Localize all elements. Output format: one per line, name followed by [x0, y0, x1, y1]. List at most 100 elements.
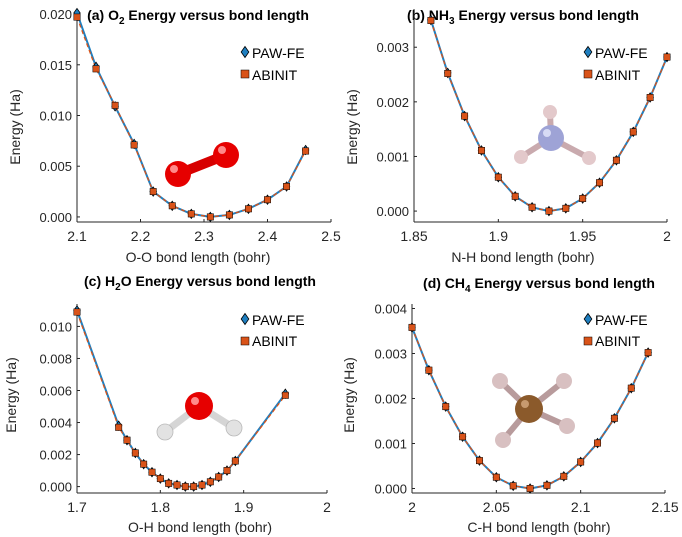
panel-c-x-tick-label: 2 — [323, 499, 331, 515]
panel-b-abinit-point — [663, 53, 671, 61]
panel-d-x-tick-label: 2.05 — [483, 499, 510, 515]
panel-a-abinit-point — [187, 210, 195, 218]
panel-c-title: (c) H2O Energy versus bond length — [84, 273, 316, 293]
panel-b-molecule — [514, 105, 596, 165]
panel-c-legend-paw-label: PAW-FE — [252, 312, 305, 328]
panel-a-x-tick-label: 2.1 — [67, 228, 87, 244]
panel-b-abinit-point — [545, 207, 553, 215]
panel-d-xlabel: C-H bond length (bohr) — [467, 519, 610, 535]
panel-a-abinit-point — [302, 147, 310, 155]
panel-d-abinit-point — [408, 323, 416, 331]
panel-b-y-tick-label: 0.001 — [376, 149, 409, 164]
panel-a-ylabel: Energy (Ha) — [7, 89, 23, 164]
panel-d-abinit-point — [509, 482, 517, 490]
panel-a-axes: O-O bond length (bohr) Energy (Ha) PAW-F… — [7, 7, 341, 265]
panel-b-xlabel: N-H bond length (bohr) — [451, 249, 594, 265]
panel-b-abinit-point — [461, 112, 469, 120]
panel-a-abinit-point — [225, 211, 233, 219]
panel-d-axes: C-H bond length (bohr) Energy (Ha) PAW-F… — [341, 302, 679, 536]
panel-c-legend-paw-marker — [240, 312, 250, 326]
panel-b-abinit-point — [528, 203, 536, 211]
panel-c-abinit-point — [123, 436, 131, 444]
panel-a-y-tick-label: 0.020 — [39, 7, 72, 22]
panel-b-abinit-point — [494, 173, 502, 181]
panel-c-y-tick-label: 0.008 — [39, 351, 72, 366]
panel-a: (a) O2 Energy versus bond length O-O bon… — [7, 7, 341, 265]
panel-d-legend-abinit-label: ABINIT — [595, 333, 641, 349]
panel-d-abinit-point — [627, 384, 635, 392]
panel-a-x-tick-label: 2.3 — [194, 228, 214, 244]
panel-c-y-tick-label: 0.002 — [39, 448, 72, 463]
panel-a-x-tick-label: 2.5 — [321, 228, 341, 244]
panel-a-abinit-point — [73, 13, 81, 21]
panel-b-abinit-point — [596, 179, 603, 187]
panel-c-abinit-point — [156, 475, 164, 483]
panel-b-ylabel: Energy (Ha) — [344, 89, 360, 164]
panel-a-abinit-point — [206, 213, 214, 221]
panel-d-legend-abinit-marker — [583, 336, 593, 346]
panel-d-abinit-point — [594, 439, 601, 447]
panel-c-y-tick-label: 0.010 — [39, 319, 72, 334]
panel-d-abinit-point — [560, 472, 568, 480]
panel-d-x-tick-label: 2.15 — [651, 499, 678, 515]
panel-b: (b) NH3 Energy versus bond length N-H bo… — [344, 7, 671, 265]
panel-d-y-tick-label: 0.002 — [374, 392, 407, 407]
panel-a-abinit-point — [92, 65, 100, 73]
panel-b-abinit-point — [511, 192, 519, 200]
panel-c-y-tick-label: 0.006 — [39, 383, 72, 398]
panel-a-abinit-point — [149, 188, 157, 196]
panel-b-y-tick-label: 0.002 — [376, 95, 409, 110]
panel-c-y-tick-label: 0.004 — [39, 416, 72, 431]
panel-a-y-tick-label: 0.000 — [39, 210, 72, 225]
panel-b-axes: N-H bond length (bohr) Energy (Ha) PAW-F… — [344, 9, 671, 265]
panel-b-x-tick-label: 1.85 — [400, 228, 427, 244]
panel-d-abinit-point — [526, 485, 534, 492]
panel-c-abinit-point — [190, 483, 198, 491]
panel-a-abinit-point — [130, 141, 138, 149]
panel-d-legend-paw-label: PAW-FE — [595, 312, 648, 328]
panel-a-paw-fe-line — [76, 12, 307, 218]
panel-b-abinit-point — [478, 147, 485, 154]
panel-b-legend-abinit-marker — [583, 69, 593, 79]
panel-b-x-tick-label: 2 — [663, 228, 671, 244]
panel-a-y-tick-label: 0.005 — [39, 159, 72, 174]
panel-c-abinit-point — [165, 479, 173, 487]
panel-c-abinit-point — [131, 449, 139, 457]
panel-c-ylabel: Energy (Ha) — [3, 357, 19, 432]
panel-d-abinit-point — [442, 403, 450, 411]
panel-d-y-tick-label: 0.001 — [374, 437, 407, 452]
panel-a-xlabel: O-O bond length (bohr) — [126, 249, 271, 265]
panel-d-ylabel: Energy (Ha) — [341, 357, 357, 432]
panel-b-abinit-point — [629, 128, 637, 136]
panel-d-x-tick-label: 2 — [408, 499, 416, 515]
panel-c-abinit-point — [223, 467, 231, 475]
panel-c-abinit-point — [173, 481, 181, 489]
panel-a-title: (a) O2 Energy versus bond length — [87, 7, 309, 27]
panel-b-y-tick-label: 0.003 — [376, 40, 409, 55]
panel-c-abinit-point — [181, 483, 189, 491]
panel-c-x-tick-label: 1.8 — [151, 499, 171, 515]
panel-d-abinit-point — [577, 458, 585, 466]
panel-a-abinit-point — [283, 183, 291, 190]
panel-c-xlabel: O-H bond length (bohr) — [128, 519, 272, 535]
panel-d-y-tick-label: 0.004 — [374, 302, 407, 317]
panel-a-x-tick-label: 2.4 — [258, 228, 278, 244]
panel-d-molecule — [492, 373, 575, 448]
panel-d-legend-paw-marker — [583, 312, 593, 326]
panel-b-x-tick-label: 1.95 — [569, 228, 596, 244]
panel-a-x-tick-label: 2.2 — [131, 228, 151, 244]
panel-a-abinit-point — [245, 205, 252, 213]
panel-b-abinit-point — [646, 94, 654, 101]
panel-c-abinit-point — [206, 478, 214, 486]
panel-c-abinit-point — [115, 423, 123, 431]
panel-c-abinit-point — [281, 391, 289, 399]
panel-c-y-tick-label: 0.000 — [39, 480, 72, 495]
panel-a-legend-paw-label: PAW-FE — [252, 45, 305, 61]
panel-b-y-tick-label: 0.000 — [376, 204, 409, 219]
panel-c-abinit-point — [198, 481, 206, 489]
panel-a-legend-paw-marker — [240, 45, 250, 59]
panel-a-abinit-point — [111, 101, 119, 109]
panel-b-abinit-point — [612, 156, 620, 164]
panel-b-abinit-point — [427, 17, 435, 24]
